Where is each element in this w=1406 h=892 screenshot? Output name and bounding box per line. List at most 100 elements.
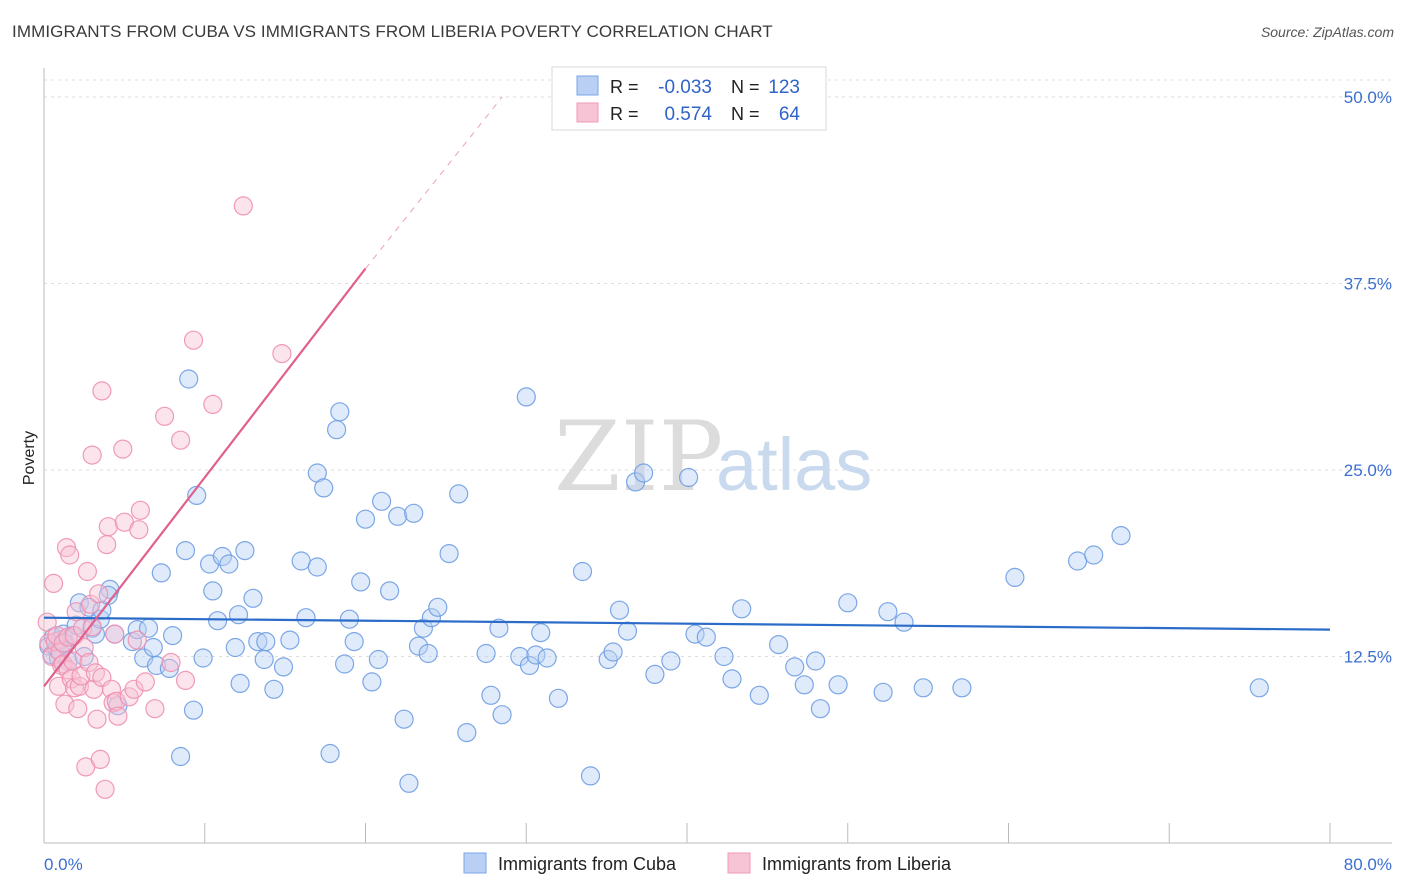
y-tick-label-0: 12.5% <box>1344 648 1392 667</box>
cuba-point-69 <box>380 581 400 601</box>
cuba-point-87 <box>516 387 536 407</box>
series-1-points <box>37 196 292 799</box>
top-legend: R = -0.033 N = 123 R = 0.574 N = 64 <box>551 66 827 131</box>
cuba-point-125 <box>1111 525 1131 546</box>
cuba-point-56 <box>307 557 327 577</box>
x-tick-labels: 0.0% 80.0% <box>44 855 1392 874</box>
bottom-legend-label-1: Immigrants from Liberia <box>762 854 952 874</box>
cuba-point-63 <box>344 631 364 652</box>
cuba-point-107 <box>722 669 742 689</box>
cuba-point-67 <box>368 649 388 670</box>
cuba-point-112 <box>794 675 814 695</box>
y-axis-label: Poverty <box>21 431 38 485</box>
cuba-point-28 <box>151 563 171 583</box>
liberia-point-53 <box>130 500 150 520</box>
liberia-point-15 <box>60 545 80 565</box>
cuba-point-113 <box>805 651 826 671</box>
cuba-point-105 <box>696 627 716 647</box>
legend-r-value-1: 0.574 <box>664 104 712 125</box>
liberia-point-63 <box>272 344 292 364</box>
cuba-point-120 <box>913 678 933 698</box>
liberia-point-61 <box>203 394 223 414</box>
liberia-point-14 <box>58 627 78 647</box>
liberia-point-31 <box>82 445 102 465</box>
liberia-point-62 <box>233 196 253 216</box>
cuba-point-61 <box>335 654 355 674</box>
cuba-point-109 <box>749 685 769 705</box>
chart-source: Source: ZipAtlas.com <box>1260 24 1394 40</box>
cuba-point-76 <box>418 643 438 664</box>
liberia-point-29 <box>80 594 101 614</box>
cuba-point-74 <box>408 636 429 656</box>
cuba-point-26 <box>143 637 163 658</box>
cuba-point-48 <box>254 649 274 670</box>
axes <box>43 68 1392 844</box>
liberia-point-36 <box>90 749 110 770</box>
cuba-point-121 <box>952 678 972 698</box>
liberia-point-27 <box>77 561 98 582</box>
cuba-point-124 <box>1084 545 1104 565</box>
liberia-point-34 <box>87 709 107 729</box>
cuba-point-119 <box>894 612 914 632</box>
cuba-point-117 <box>873 682 893 702</box>
cuba-point-70 <box>388 506 408 526</box>
cuba-point-115 <box>828 675 848 695</box>
legend-n-label-1: N = <box>731 104 760 124</box>
cuba-point-34 <box>183 700 204 720</box>
cuba-point-30 <box>163 625 183 646</box>
liberia-point-54 <box>135 672 155 692</box>
y-tick-label-3: 50.0% <box>1344 88 1392 107</box>
cuba-point-38 <box>203 581 223 601</box>
cuba-point-33 <box>179 369 199 389</box>
legend-swatch-1 <box>576 102 599 123</box>
y-tick-label-2: 37.5% <box>1344 275 1392 294</box>
cuba-point-58 <box>320 743 340 764</box>
cuba-point-118 <box>878 602 898 622</box>
cuba-point-123 <box>1067 551 1088 571</box>
cuba-point-49 <box>256 631 276 652</box>
x-tick-label-0: 0.0% <box>44 855 83 874</box>
liberia-point-55 <box>145 699 165 719</box>
liberia-point-50 <box>124 679 144 699</box>
cuba-point-46 <box>243 588 263 608</box>
watermark: ZIP atlas <box>554 401 872 513</box>
legend-n-value-1: 64 <box>779 104 801 125</box>
liberia-point-37 <box>92 381 112 401</box>
liberia-point-46 <box>108 706 128 726</box>
x-tick-label-1: 80.0% <box>1344 855 1392 874</box>
cuba-point-83 <box>481 685 501 705</box>
cuba-point-94 <box>580 766 601 786</box>
cuba-point-85 <box>492 705 512 725</box>
liberia-point-57 <box>161 652 181 673</box>
cuba-point-80 <box>449 484 469 504</box>
cuba-point-45 <box>235 540 255 561</box>
liberia-point-28 <box>79 652 99 673</box>
cuba-point-62 <box>339 609 359 629</box>
cuba-point-54 <box>296 608 316 628</box>
cuba-point-92 <box>548 688 569 708</box>
bottom-legend-label-0: Immigrants from Cuba <box>498 854 677 874</box>
y-tick-label-1: 25.0% <box>1344 461 1392 480</box>
liberia-point-40 <box>97 534 117 555</box>
data-points <box>37 196 1269 799</box>
cuba-point-82 <box>476 643 496 664</box>
cuba-point-31 <box>171 746 191 767</box>
liberia-point-52 <box>129 520 149 540</box>
cuba-point-59 <box>327 420 347 440</box>
cuba-point-97 <box>609 600 630 620</box>
liberia-point-59 <box>175 670 196 691</box>
cuba-point-122 <box>1005 567 1025 588</box>
cuba-point-52 <box>280 630 300 650</box>
legend-r-label-0: R = <box>610 77 639 97</box>
liberia-point-51 <box>127 630 147 650</box>
cuba-point-111 <box>785 657 805 677</box>
cuba-point-106 <box>714 646 734 667</box>
cuba-point-71 <box>394 709 414 729</box>
legend-r-label-1: R = <box>610 104 639 124</box>
liberia-point-47 <box>113 439 133 459</box>
cuba-point-66 <box>362 672 382 692</box>
cuba-point-96 <box>603 642 623 662</box>
cuba-point-116 <box>838 593 858 613</box>
cuba-point-57 <box>314 478 334 498</box>
